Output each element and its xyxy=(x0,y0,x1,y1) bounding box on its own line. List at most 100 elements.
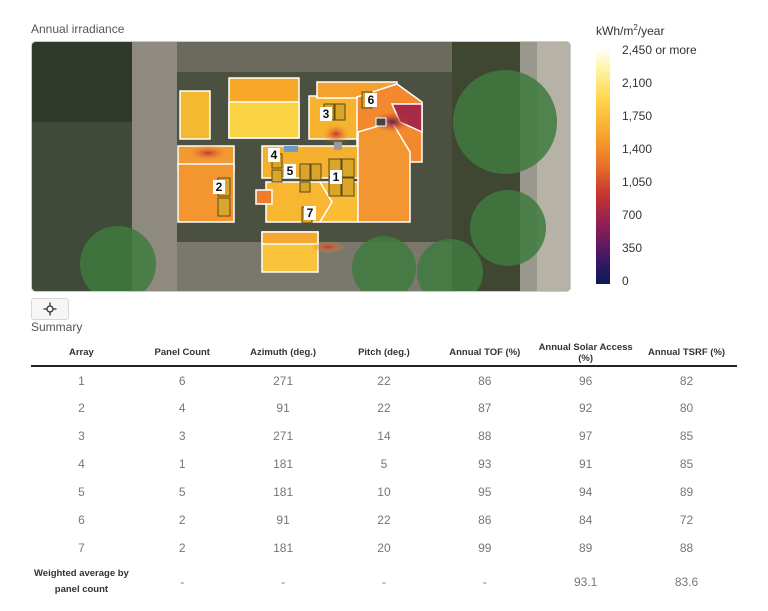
table-row: 2 4 91 22 87 92 80 xyxy=(31,394,737,422)
legend-label: 1,750 xyxy=(622,109,653,123)
summary-title: Summary xyxy=(31,320,83,334)
legend-label: 0 xyxy=(622,274,629,288)
shade-spot xyxy=(374,112,410,132)
array-label-5[interactable]: 5 xyxy=(287,164,294,178)
solar-panel xyxy=(299,163,311,181)
table-row: 5 5 181 10 95 94 89 xyxy=(31,478,737,506)
table-cell: 94 xyxy=(578,485,593,499)
table-cell: 86 xyxy=(478,513,492,527)
table-cell: 72 xyxy=(679,513,694,527)
array-label-1[interactable]: 1 xyxy=(333,170,340,184)
array-label-bg xyxy=(213,180,225,194)
table-cell: 10 xyxy=(377,485,391,499)
array-label-4[interactable]: 4 xyxy=(271,148,278,162)
array-label-bg xyxy=(365,93,377,107)
legend-color-scale xyxy=(596,48,610,284)
solar-panel xyxy=(310,163,322,181)
irradiance-map[interactable]: 1 2 3 4 5 6 7 xyxy=(31,41,571,292)
recenter-button[interactable] xyxy=(31,298,69,320)
crosshair-move-icon xyxy=(43,302,57,316)
table-cell: 88 xyxy=(679,541,694,555)
table-cell: 5 xyxy=(178,485,186,499)
column-header: Array xyxy=(31,340,132,367)
tree xyxy=(352,236,416,291)
table-cell: 181 xyxy=(273,485,294,499)
table-cell: - xyxy=(180,575,185,589)
roof-face xyxy=(179,90,211,140)
trees-top-left xyxy=(32,42,132,122)
column-header: Annual TSRF (%) xyxy=(636,340,737,367)
column-header: Annual Solar Access (%) xyxy=(535,340,637,367)
array-label-2[interactable]: 2 xyxy=(216,180,223,194)
solar-panel xyxy=(341,177,355,197)
table-cell: 99 xyxy=(478,541,492,555)
table-cell: 93 xyxy=(478,457,492,471)
table-cell: 91 xyxy=(578,457,593,471)
weighted-average-label: Weighted average by panel count xyxy=(31,562,132,602)
legend-unit-sup: 2 xyxy=(633,23,638,32)
roof-face xyxy=(261,231,319,245)
table-cell: 83.6 xyxy=(674,575,699,589)
table-row: 6 2 91 22 86 84 72 xyxy=(31,506,737,534)
table-cell: 4 xyxy=(78,457,85,471)
weighted-average-label-line: Weighted average by xyxy=(33,568,129,579)
chimney-icon xyxy=(375,117,387,127)
legend-label: 350 xyxy=(622,241,643,255)
array-label-6[interactable]: 6 xyxy=(368,93,375,107)
table-cell: 3 xyxy=(78,429,85,443)
shade-spot xyxy=(310,241,346,253)
array-label-bg xyxy=(304,206,316,220)
table-cell: 4 xyxy=(178,401,186,415)
legend-unit: kWh/m2/year xyxy=(596,23,664,38)
table-cell: 22 xyxy=(377,373,391,388)
map-canvas[interactable]: 1 2 3 4 5 6 7 xyxy=(32,42,571,292)
table-cell: 85 xyxy=(679,457,694,471)
table-cell: 92 xyxy=(578,401,593,415)
legend-unit-prefix: kWh/m xyxy=(596,24,634,38)
table-cell: 5 xyxy=(380,457,388,471)
array-label-7[interactable]: 7 xyxy=(307,206,314,220)
tree xyxy=(80,226,156,291)
table-cell: - xyxy=(281,575,286,589)
table-cell: 6 xyxy=(178,373,186,388)
table-cell: - xyxy=(381,575,386,589)
table-header-row: Array Panel Count Azimuth (deg.) Pitch (… xyxy=(31,340,737,367)
column-header: Panel Count xyxy=(131,340,233,367)
table-cell: 5 xyxy=(78,485,85,499)
road xyxy=(537,42,570,291)
array-label-bg xyxy=(268,148,280,162)
table-cell: 14 xyxy=(377,429,391,443)
table-cell: 95 xyxy=(478,485,492,499)
table-cell: 2 xyxy=(178,541,186,555)
table-cell: 1 xyxy=(78,373,85,388)
table-cell: 91 xyxy=(276,513,290,527)
table-cell: 3 xyxy=(178,429,186,443)
table-cell: 271 xyxy=(273,429,294,443)
table-cell: - xyxy=(482,575,487,589)
solar-panel xyxy=(334,103,346,121)
irradiance-title: Annual irradiance xyxy=(31,22,125,36)
table-cell: 2 xyxy=(178,513,186,527)
array-label-bg xyxy=(320,107,332,121)
table-row: 3 3 271 14 88 97 85 xyxy=(31,422,737,450)
table-cell: 181 xyxy=(273,541,294,555)
table-cell: 271 xyxy=(273,373,294,388)
tree xyxy=(453,70,557,174)
legend-label: 2,450 or more xyxy=(622,43,697,57)
table-cell: 22 xyxy=(377,513,391,527)
table-cell: 2 xyxy=(78,401,85,415)
table-cell: 20 xyxy=(377,541,391,555)
table-cell: 181 xyxy=(273,457,294,471)
column-header: Pitch (deg.) xyxy=(333,340,435,367)
table-cell: 88 xyxy=(478,429,492,443)
solar-panel xyxy=(271,169,283,183)
weighted-average-row: Weighted average by panel count - - - - 93.1 83… xyxy=(31,562,737,602)
legend-unit-suffix: /year xyxy=(637,24,665,38)
array-label-3[interactable]: 3 xyxy=(323,107,330,121)
column-header: Annual TOF (%) xyxy=(434,340,536,367)
table-cell: 91 xyxy=(276,401,290,415)
table-cell: 89 xyxy=(578,541,593,555)
column-header: Azimuth (deg.) xyxy=(232,340,334,367)
table-row: 7 2 181 20 99 89 88 xyxy=(31,534,737,562)
table-cell: 85 xyxy=(679,429,694,443)
